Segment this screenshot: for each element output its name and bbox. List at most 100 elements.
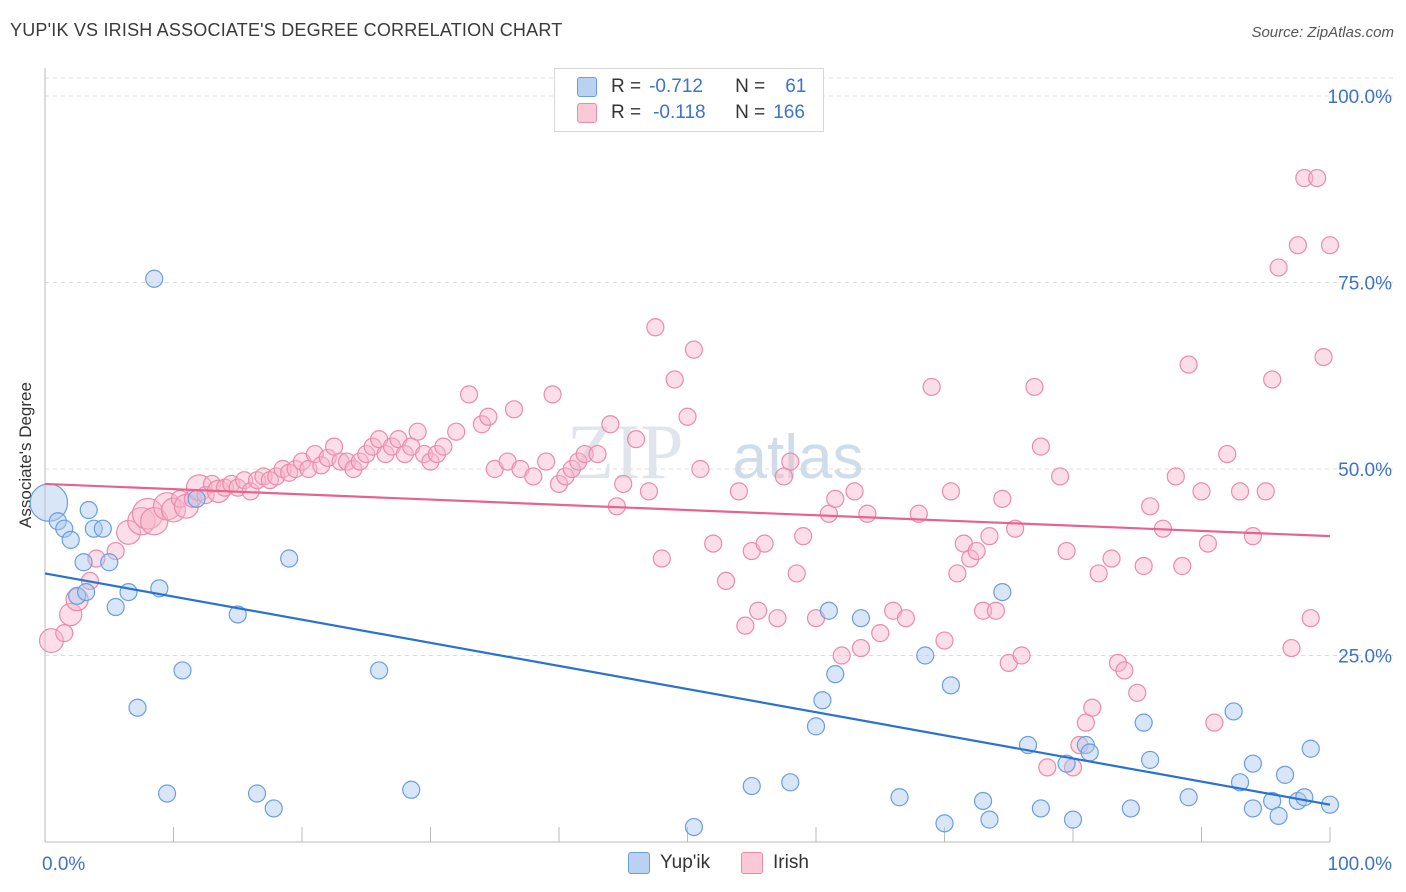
yupik-point: [100, 553, 119, 572]
irish-point: [38, 628, 64, 654]
yupik-point: [826, 665, 845, 684]
y-tick-label: 25.0%: [1338, 647, 1392, 668]
yupik-point: [1269, 806, 1288, 825]
irish-point: [1012, 646, 1031, 665]
irish-point: [1051, 467, 1070, 486]
irish-point: [344, 459, 363, 479]
irish-point: [948, 564, 967, 583]
irish-point: [1198, 534, 1218, 553]
irish-point: [704, 534, 723, 553]
irish-point: [1128, 683, 1147, 702]
yupik-legend-swatch: [628, 852, 650, 874]
yupik-point: [77, 582, 96, 602]
legend-row-irish: R = -0.118 N = 166: [577, 102, 805, 124]
irish-point: [116, 519, 142, 545]
yupik-point: [93, 519, 112, 538]
yupik-point: [819, 601, 838, 620]
irish-point: [684, 340, 704, 359]
irish-point: [569, 452, 588, 471]
yupik-point: [1243, 754, 1263, 773]
irish-point: [1256, 482, 1275, 501]
r-value: -0.712: [649, 76, 703, 97]
irish-point: [562, 459, 581, 479]
irish-point: [1173, 556, 1192, 576]
irish-point: [556, 467, 575, 486]
irish-point: [479, 407, 498, 426]
yupik-point: [980, 810, 999, 829]
irish-swatch: [577, 103, 597, 123]
yupik-point: [684, 817, 704, 837]
irish-point: [768, 609, 787, 628]
irish-point: [312, 456, 331, 475]
irish-point: [447, 422, 466, 441]
irish-point: [173, 493, 199, 519]
irish-point: [1320, 236, 1340, 255]
irish-point: [395, 444, 414, 464]
irish-point: [55, 624, 74, 643]
n-label: N =: [735, 102, 766, 123]
irish-points: [38, 168, 1340, 777]
irish-point: [1115, 661, 1134, 680]
yupik-point: [228, 605, 247, 624]
irish-point: [845, 482, 864, 501]
irish-legend-label: Irish: [773, 852, 809, 873]
yupik-point: [941, 676, 961, 695]
irish-point: [826, 489, 845, 508]
yupik-point: [993, 582, 1012, 602]
irish-point: [1243, 527, 1263, 546]
irish-point: [646, 318, 665, 337]
irish-point: [1308, 168, 1327, 188]
irish-point: [935, 631, 954, 650]
irish-point: [1083, 698, 1102, 717]
irish-point: [127, 507, 156, 536]
irish-point: [1038, 758, 1057, 777]
irish-point: [967, 541, 986, 561]
irish-point: [543, 385, 562, 404]
irish-point: [1070, 735, 1089, 755]
yupik-point: [48, 512, 67, 531]
irish-point: [1205, 713, 1224, 732]
irish-point: [716, 571, 736, 591]
yupik-point: [173, 661, 192, 680]
yupik-point: [61, 530, 80, 549]
yupik-point: [1243, 799, 1263, 818]
yupik-trend-line: [44, 572, 1331, 806]
yupik-point: [813, 691, 832, 710]
irish-point: [408, 422, 427, 441]
r-value: -0.118: [653, 102, 706, 123]
yupik-point: [68, 586, 87, 605]
irish-point: [896, 609, 916, 628]
irish-point: [871, 624, 890, 643]
irish-point: [459, 385, 479, 404]
irish-point: [961, 549, 980, 568]
yupik-point: [74, 553, 93, 572]
yupik-point: [1230, 773, 1250, 792]
irish-point: [427, 444, 447, 464]
yupik-point: [781, 773, 800, 792]
irish-point: [1230, 482, 1250, 501]
irish-point: [376, 444, 395, 464]
yupik-point: [1224, 702, 1243, 721]
yupik-point: [1121, 799, 1140, 818]
irish-point: [909, 504, 928, 523]
yupik-point: [1057, 754, 1076, 773]
irish-point: [1140, 497, 1160, 516]
y-tick-label: 75.0%: [1338, 274, 1392, 295]
irish-point: [749, 601, 768, 620]
yupik-point: [79, 500, 98, 520]
irish-point: [524, 467, 543, 486]
irish-point: [1288, 236, 1307, 255]
irish-point: [1218, 444, 1237, 464]
y-tick-label: 50.0%: [1338, 460, 1392, 481]
yupik-point: [916, 646, 935, 665]
irish-point: [922, 377, 941, 397]
irish-point: [781, 452, 800, 471]
yupik-point: [1031, 799, 1050, 818]
r-label: R =: [611, 76, 642, 97]
yupik-point: [280, 549, 299, 568]
chart-title: YUP'IK VS IRISH ASSOCIATE'S DEGREE CORRE…: [10, 20, 563, 40]
yupik-point: [402, 780, 421, 799]
irish-point: [787, 564, 806, 583]
yupik-point: [1301, 739, 1320, 758]
